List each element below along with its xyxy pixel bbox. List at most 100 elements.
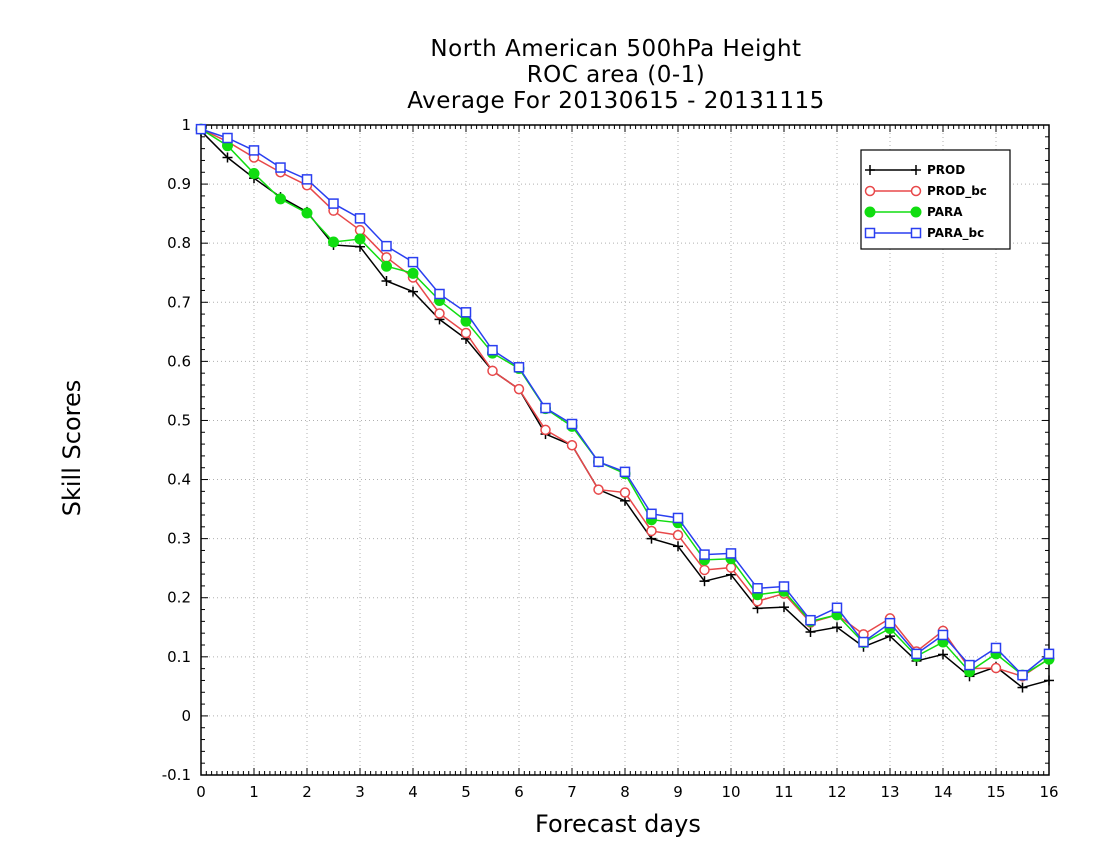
y-tick-label: 0.1	[167, 648, 191, 666]
point-para-bc	[301, 174, 313, 185]
point-prod	[408, 286, 418, 297]
x-tick-label: 5	[461, 783, 471, 801]
point-prod	[222, 152, 233, 163]
point-prod-bc	[487, 365, 498, 377]
point-prod	[1017, 682, 1028, 693]
point-para	[328, 236, 339, 248]
point-prod-bc	[354, 224, 366, 236]
point-prod	[673, 541, 683, 552]
x-tick-label: 8	[620, 783, 630, 801]
point-para-bc	[407, 256, 419, 268]
x-tick-label: 10	[721, 783, 740, 801]
point-prod-bc	[672, 529, 684, 541]
point-para	[275, 193, 286, 205]
point-para-bc	[248, 145, 260, 156]
point-prod	[832, 622, 842, 633]
legend-label-para: PARA	[927, 205, 963, 219]
y-tick-label: 1	[181, 116, 191, 134]
point-para-bc	[566, 418, 578, 430]
y-tick-label: 0.8	[167, 234, 191, 252]
legend-marker-para	[864, 206, 876, 218]
y-tick-label: 0.6	[167, 352, 191, 370]
point-para-bc	[911, 648, 922, 660]
point-para-bc	[884, 617, 896, 629]
legend-marker-para-bc	[864, 227, 876, 239]
legend-label-para-bc: PARA_bc	[927, 226, 984, 241]
point-para	[407, 267, 419, 279]
point-para-bc	[964, 659, 975, 671]
y-tick-label: 0.2	[167, 589, 191, 607]
y-tick-label: 0.9	[167, 175, 191, 193]
legend-marker-prod	[865, 165, 875, 175]
x-tick-label: 16	[1039, 783, 1058, 801]
point-prod-bc	[566, 440, 578, 451]
legend-label-prod: PROD	[927, 163, 965, 177]
point-para	[301, 207, 313, 219]
x-tick-label: 2	[302, 783, 312, 801]
point-para-bc	[381, 240, 392, 252]
point-para-bc	[778, 581, 790, 592]
legend-label-prod-bc: PROD_bc	[927, 184, 987, 199]
point-para-bc	[434, 288, 445, 300]
point-prod	[699, 576, 710, 587]
point-prod	[779, 602, 789, 613]
point-para-bc	[672, 512, 684, 524]
x-tick-label: 13	[880, 783, 899, 801]
y-tick-label: 0.4	[167, 471, 191, 489]
point-prod-bc	[513, 383, 525, 395]
point-para-bc	[937, 629, 949, 641]
point-prod-bc	[593, 484, 604, 495]
point-para-bc	[752, 583, 763, 594]
point-prod-bc	[619, 487, 631, 498]
point-para-bc	[858, 636, 869, 648]
x-axis-label: Forecast days	[535, 810, 701, 838]
point-para-bc	[1043, 648, 1055, 660]
x-tick-label: 1	[249, 783, 259, 801]
point-para-bc	[354, 213, 366, 224]
point-prod-bc	[725, 562, 737, 573]
point-para-bc	[990, 642, 1002, 654]
point-para-bc	[460, 307, 472, 318]
point-prod	[1044, 675, 1054, 686]
legend-marker-para	[910, 206, 922, 218]
point-para-bc	[1017, 669, 1028, 681]
x-tick-label: 4	[408, 783, 418, 801]
point-prod	[805, 627, 816, 637]
y-tick-label: 0.7	[167, 293, 191, 311]
y-tick-label: 0.5	[167, 411, 191, 429]
chart-title-line-1: North American 500hPa Height	[430, 36, 802, 62]
x-tick-label: 7	[567, 783, 577, 801]
x-tick-label: 12	[827, 783, 846, 801]
point-para-bc	[593, 456, 604, 468]
point-para-bc	[195, 123, 207, 135]
point-prod-bc	[460, 327, 472, 339]
point-prod-bc	[434, 308, 445, 319]
point-para-bc	[699, 549, 710, 560]
point-prod-bc	[990, 662, 1002, 674]
x-tick-label: 9	[673, 783, 683, 801]
point-para-bc	[222, 132, 233, 144]
point-para-bc	[540, 402, 551, 414]
x-tick-label: 11	[774, 783, 793, 801]
point-para-bc	[831, 602, 843, 614]
point-prod-bc	[699, 564, 710, 576]
y-tick-label: 0.3	[167, 530, 191, 548]
legend-marker-prod-bc	[864, 185, 876, 197]
point-para-bc	[275, 162, 286, 173]
y-tick-label: -0.1	[162, 766, 191, 784]
point-para	[354, 233, 366, 245]
legend-marker-para-bc	[910, 227, 922, 239]
x-tick-label: 14	[933, 783, 952, 801]
point-para-bc	[619, 466, 631, 478]
point-para-bc	[487, 344, 498, 356]
x-tick-label: 0	[196, 783, 206, 801]
x-tick-label: 6	[514, 783, 524, 801]
point-para	[248, 167, 260, 179]
point-para-bc	[805, 614, 816, 626]
point-para-bc	[725, 548, 737, 559]
point-para-bc	[646, 508, 657, 520]
legend-marker-prod	[911, 165, 921, 175]
point-para-bc	[513, 362, 525, 373]
x-tick-label: 3	[355, 783, 365, 801]
